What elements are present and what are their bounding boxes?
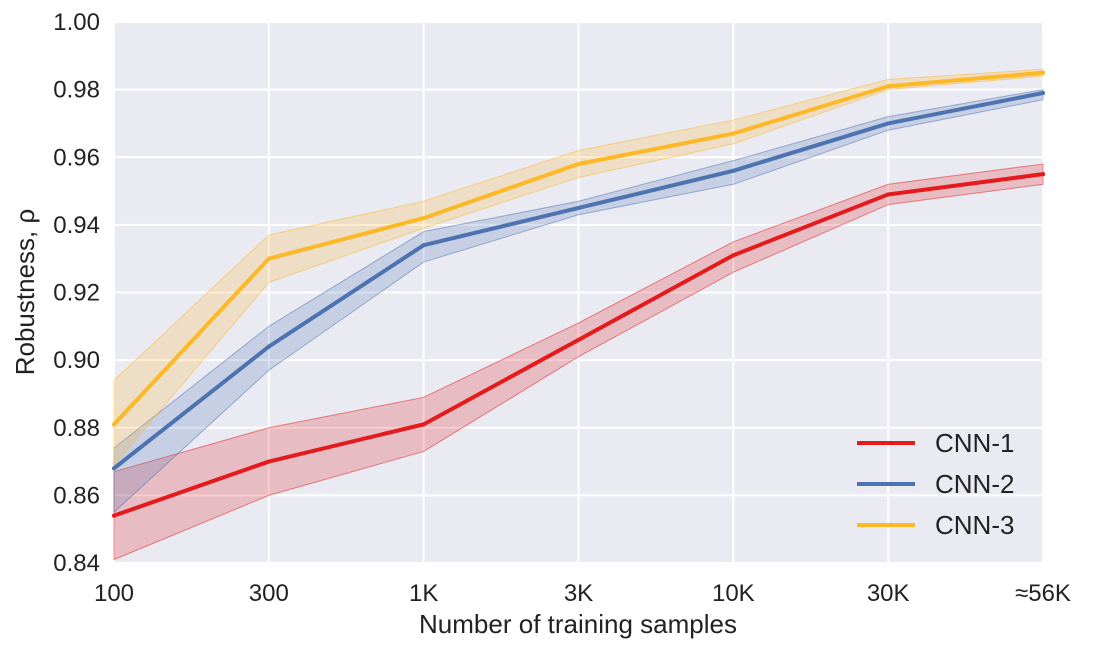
series-lines xyxy=(112,70,1045,518)
y-tick-labels: 0.84 0.86 0.88 0.90 0.92 0.94 0.96 0.98 1.00 xyxy=(53,9,100,577)
x-tick-label: ≈56K xyxy=(1015,580,1071,607)
point-cnn-2-1 xyxy=(266,344,271,349)
point-cnn-3-5 xyxy=(886,84,891,89)
x-tick-label: 100 xyxy=(94,580,134,607)
point-cnn-3-0 xyxy=(112,422,116,427)
point-cnn-1-6 xyxy=(1041,172,1045,177)
point-cnn-3-6 xyxy=(1041,70,1045,75)
point-cnn-3-1 xyxy=(266,256,271,261)
confidence-bands xyxy=(113,68,1044,561)
x-tick-label: 10K xyxy=(712,580,755,607)
point-cnn-2-0 xyxy=(112,466,116,471)
x-tick-label: 1K xyxy=(409,580,438,607)
y-tick-label: 0.94 xyxy=(53,212,100,239)
point-cnn-3-2 xyxy=(421,216,426,221)
legend-label-cnn-3: CNN-3 xyxy=(935,510,1014,540)
point-cnn-1-5 xyxy=(886,192,891,197)
band-cnn-2 xyxy=(113,89,1044,514)
point-cnn-2-3 xyxy=(576,205,581,210)
point-cnn-2-2 xyxy=(421,243,426,248)
legend-label-cnn-2: CNN-2 xyxy=(935,469,1014,499)
y-tick-label: 0.86 xyxy=(53,482,100,509)
point-cnn-1-2 xyxy=(421,422,426,427)
point-cnn-2-5 xyxy=(886,121,891,126)
point-cnn-1-0 xyxy=(112,513,116,518)
y-tick-label: 0.88 xyxy=(53,415,100,442)
point-cnn-3-4 xyxy=(731,131,736,136)
point-cnn-3-3 xyxy=(576,162,581,167)
legend-label-cnn-1: CNN-1 xyxy=(935,428,1014,458)
y-tick-label: 0.96 xyxy=(53,144,100,171)
y-axis-label: Robustness, ρ xyxy=(10,209,40,376)
x-tick-labels: 100 300 1K 3K 10K 30K ≈56K xyxy=(94,580,1071,607)
band-cnn-3 xyxy=(113,68,1044,467)
legend: CNN-1 CNN-2 CNN-3 xyxy=(857,428,1014,540)
point-cnn-2-4 xyxy=(731,168,736,173)
x-tick-label: 3K xyxy=(564,580,593,607)
point-cnn-1-3 xyxy=(576,337,581,342)
y-tick-label: 0.90 xyxy=(53,347,100,374)
point-cnn-1-4 xyxy=(731,253,736,258)
y-tick-label: 0.92 xyxy=(53,280,100,307)
x-axis-label: Number of training samples xyxy=(419,609,737,639)
point-cnn-1-1 xyxy=(266,459,271,464)
y-tick-label: 0.84 xyxy=(53,550,100,577)
y-tick-label: 1.00 xyxy=(53,9,100,36)
band-cnn-1 xyxy=(113,163,1044,561)
point-cnn-2-6 xyxy=(1041,91,1045,96)
y-tick-label: 0.98 xyxy=(53,77,100,104)
x-tick-label: 30K xyxy=(867,580,910,607)
x-tick-label: 300 xyxy=(249,580,289,607)
